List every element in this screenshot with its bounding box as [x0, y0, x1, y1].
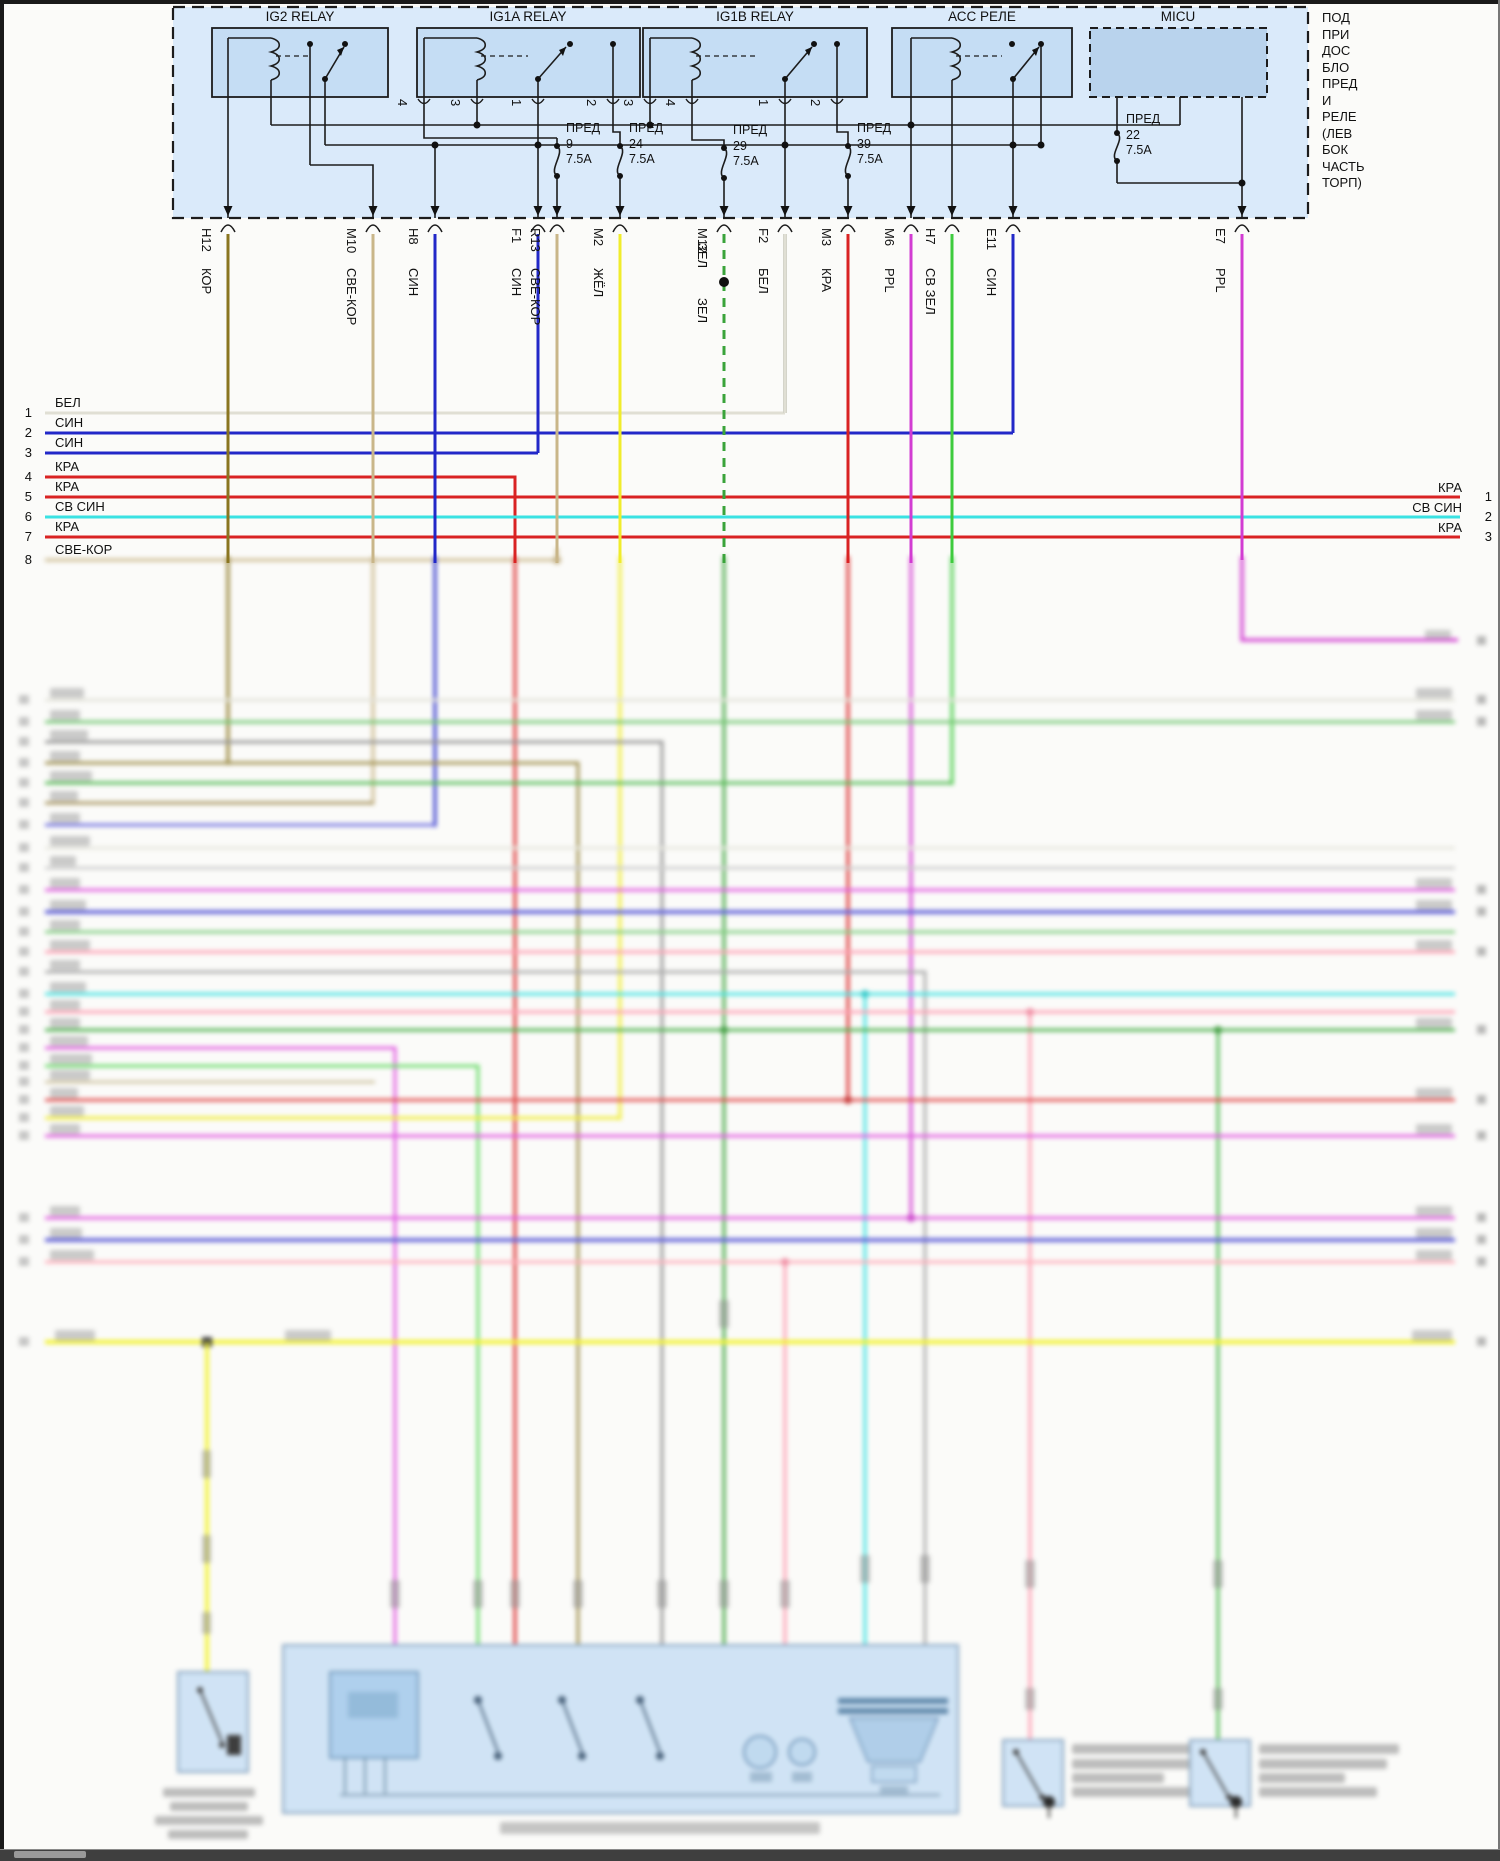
fuse-pred-24: ПРЕД 24 7.5A — [629, 121, 664, 166]
relay-box-acc — [891, 27, 1073, 98]
wire-color-f1: СИН — [509, 268, 524, 297]
relay-box-ig1b — [642, 27, 868, 98]
pin-label-h8: H8 — [406, 228, 421, 245]
boundary-arrows — [220, 98, 1250, 233]
relay-title-ig1a: IG1A RELAY — [489, 9, 567, 24]
wire-color-m2: ЖЁЛ — [591, 268, 606, 298]
right-row-label: СВ СИН — [1412, 500, 1462, 515]
pin-label-e11: E11 — [984, 228, 999, 251]
pin-label-m2: M2 — [591, 228, 606, 247]
relay-title-micu: MICU — [1160, 9, 1196, 24]
schematic-svg — [45, 5, 1460, 563]
wire-color-h8: СИН — [406, 268, 421, 297]
pin-label-m6: M6 — [882, 228, 897, 247]
relay-box-ig1a — [416, 27, 641, 98]
right-switch-box-a — [1002, 1739, 1222, 1818]
row-label: КРА — [55, 479, 80, 494]
pin-label-f2: F2 — [756, 228, 771, 244]
row-label: СВ СИН — [55, 499, 105, 514]
page-border-left — [0, 0, 4, 1861]
fuse-pred-39: ПРЕД 39 7.5A — [857, 121, 892, 166]
row-label: СВЕ-КОР — [55, 542, 113, 557]
relay-pin-number: 4 — [395, 99, 410, 107]
relay-pin-number: 1 — [509, 99, 524, 107]
micu-box — [1089, 27, 1268, 98]
bottom-bar — [0, 1849, 1500, 1861]
relay-pin-number: 3 — [448, 99, 463, 107]
pin-label-h12: H12 — [199, 228, 214, 252]
relay-title-ig2: IG2 RELAY — [265, 9, 335, 24]
wire-color-e11: СИН — [984, 268, 999, 297]
relay-pin-number: 4 — [663, 99, 678, 107]
row-label: СИН — [55, 435, 84, 450]
right-row-label: КРА — [1437, 480, 1462, 495]
wire-color-m12-2: ЗЕЛ — [695, 298, 710, 324]
pin-label-f1: F1 — [509, 228, 524, 244]
wire-color-h12: КОР — [199, 268, 214, 295]
row-number: 6 — [24, 509, 32, 524]
wire-row-4 — [45, 475, 517, 563]
pin-label-m10: M10 — [344, 228, 359, 254]
row-number: 7 — [24, 529, 32, 544]
splice-dot — [719, 277, 729, 287]
row-number: 4 — [24, 469, 32, 484]
location-note: ПОД ПРИ ДОС БЛО ПРЕД И РЕЛЕ (ЛЕВ БОК ЧАС… — [1322, 10, 1365, 190]
right-row-label: КРА — [1437, 520, 1462, 535]
relay-pin-number: 2 — [808, 99, 823, 107]
junction-dot — [307, 41, 1246, 187]
wire-color-r13: СВЕ-КОР — [528, 268, 543, 326]
row-number: 2 — [24, 425, 32, 440]
wire-color-h7: СВ ЗЕЛ — [923, 268, 938, 315]
wire-color-m3: КРА — [819, 268, 834, 293]
right-row-number: 2 — [1484, 509, 1492, 524]
row-number: 5 — [24, 489, 32, 504]
relay-pin-number: 1 — [756, 99, 771, 107]
row-number: 8 — [24, 552, 32, 567]
relay-pin-number: 3 — [621, 99, 636, 107]
row-label: КРА — [55, 459, 80, 474]
wire-color-m6: PPL — [882, 268, 897, 293]
combination-switch-box — [282, 1644, 959, 1814]
relay-coil-icon — [228, 37, 281, 81]
fuse-pred-29: ПРЕД 29 7.5A — [733, 123, 768, 168]
pin-label-e7: E7 — [1213, 228, 1228, 244]
bottom-bar-text-blob — [14, 1851, 86, 1858]
wire-color-f2: БЕЛ — [756, 268, 771, 294]
row-number: 1 — [24, 405, 32, 420]
right-switch-box-b — [1189, 1739, 1399, 1818]
pin-label-r13: R13 — [528, 228, 543, 252]
relay-title-acc: АСС РЕЛЕ — [948, 9, 1016, 24]
left-switch-box — [155, 1671, 263, 1839]
right-row-number: 1 — [1484, 489, 1492, 504]
relay-box-section — [45, 5, 1460, 563]
wire-color-m10: СВЕ-КОР — [344, 268, 359, 326]
fuse-pred-9: ПРЕД 9 7.5A — [566, 121, 601, 166]
right-row-number: 3 — [1484, 529, 1492, 544]
relay-title-ig1b: IG1B RELAY — [716, 9, 794, 24]
page-border-top — [0, 0, 1500, 4]
relay-box-ig2 — [211, 27, 389, 98]
row-label: КРА — [55, 519, 80, 534]
pin-label-h7: H7 — [923, 228, 938, 245]
page-border-right — [1498, 0, 1500, 1861]
pin-label-m3: M3 — [819, 228, 834, 247]
relay-pin-number: 2 — [584, 99, 599, 107]
wire-color-m12: ЗЕЛ — [695, 243, 710, 269]
row-number: 3 — [24, 445, 32, 460]
row-label: БЕЛ — [55, 395, 81, 410]
fuse-pred-22: ПРЕД 22 7.5A — [1126, 112, 1161, 157]
wire-color-e7: PPL — [1213, 268, 1228, 293]
row-label: СИН — [55, 415, 84, 430]
